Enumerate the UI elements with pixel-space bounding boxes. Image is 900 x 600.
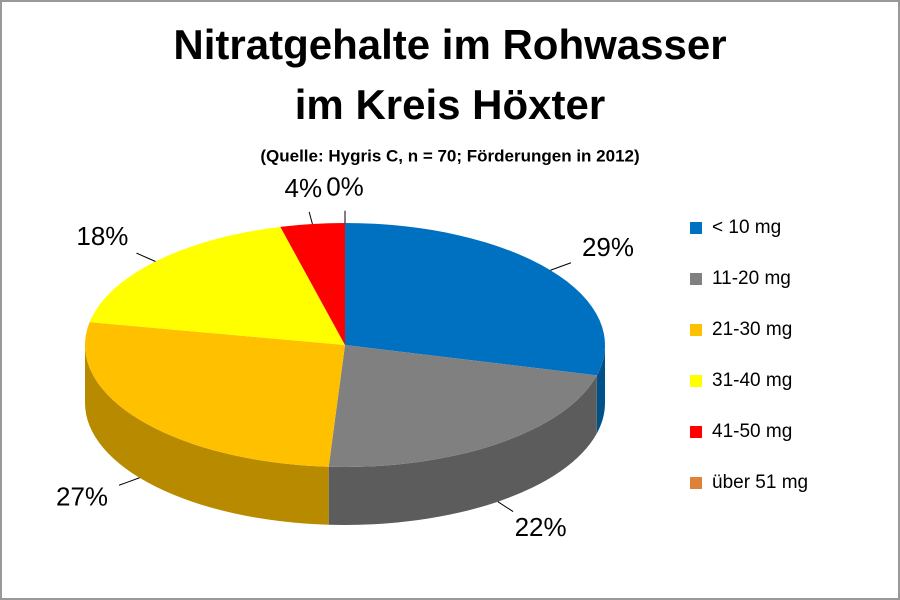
leader-line — [308, 211, 313, 225]
legend-label: 41-50 mg — [712, 421, 792, 442]
legend-swatch — [690, 375, 702, 387]
data-label: 27% — [56, 482, 108, 512]
legend-label: 21-30 mg — [712, 319, 792, 340]
legend-label: < 10 mg — [712, 217, 781, 238]
slice — [345, 223, 605, 376]
data-label: 29% — [582, 232, 634, 262]
legend-swatch — [690, 222, 702, 234]
data-label: 0% — [326, 172, 364, 202]
chart-subtitle: (Quelle: Hygris C, n = 70; Förderungen i… — [260, 146, 639, 165]
data-label: 4% — [285, 173, 323, 203]
slice — [84, 322, 345, 467]
leader-line — [550, 262, 572, 271]
legend-label: 31-40 mg — [712, 370, 792, 391]
legend-swatch — [690, 324, 702, 336]
slice — [328, 345, 597, 467]
legend-swatch — [690, 477, 702, 489]
chart-title: im Kreis Höxter — [295, 81, 605, 128]
legend-label: 11-20 mg — [712, 268, 791, 289]
slice-side — [328, 375, 597, 525]
slice — [89, 226, 345, 345]
legend-label: über 51 mg — [712, 472, 808, 493]
chart-title: Nitratgehalte im Rohwasser — [173, 21, 726, 68]
slice-side — [85, 345, 329, 525]
legend-swatch — [690, 426, 702, 438]
legend-swatch — [690, 273, 702, 285]
leader-line — [497, 501, 514, 512]
leader-line — [136, 252, 156, 262]
leader-line — [118, 477, 140, 486]
slice — [280, 223, 345, 345]
data-label: 18% — [76, 221, 128, 251]
data-label: 22% — [515, 512, 567, 542]
slice-side — [596, 345, 605, 434]
